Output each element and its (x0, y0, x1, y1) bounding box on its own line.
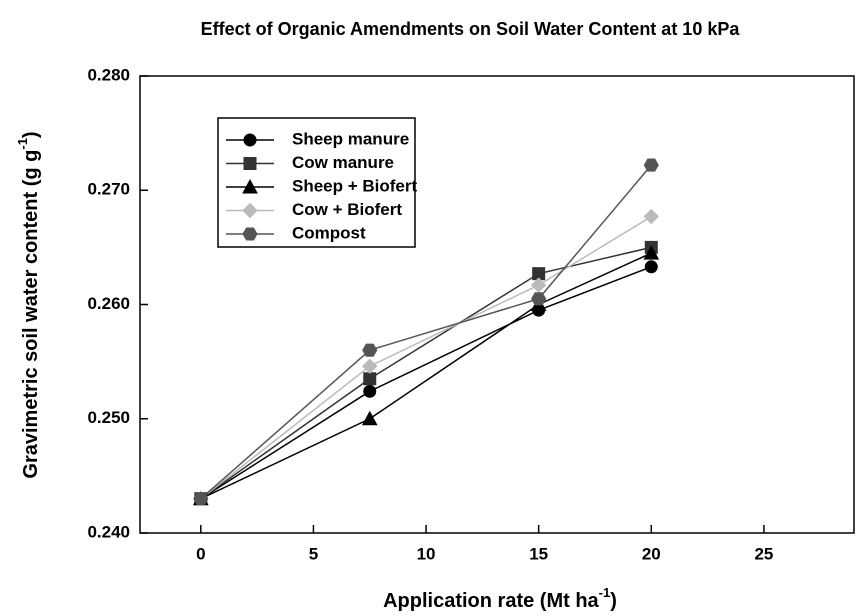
marker (242, 227, 258, 241)
marker (531, 292, 547, 306)
y-tick-label: 0.250 (87, 408, 130, 427)
y-label-text: Gravimetric soil water content (g g (20, 150, 42, 479)
y-tick-label: 0.240 (87, 522, 130, 541)
legend-label: Sheep + Biofert (292, 176, 418, 195)
marker (243, 133, 257, 147)
marker (643, 245, 660, 260)
x-label-end: ) (610, 590, 617, 612)
x-tick-label: 5 (309, 544, 318, 563)
marker (643, 158, 659, 172)
marker (362, 358, 378, 374)
legend-label: Cow + Biofert (292, 200, 402, 219)
marker (363, 372, 377, 386)
x-axis-label: Application rate (Mt ha-1) (383, 585, 617, 612)
series-line (200, 246, 652, 500)
marker (362, 343, 378, 357)
y-axis-label: Gravimetric soil water content (g g-1) (15, 131, 42, 478)
y-tick-label: 0.260 (87, 294, 130, 313)
series-line (200, 266, 652, 500)
chart-title: Effect of Organic Amendments on Soil Wat… (201, 19, 741, 39)
marker (530, 277, 547, 293)
marker (644, 260, 658, 274)
series-line (200, 164, 652, 500)
series-line (200, 252, 652, 500)
x-label-sup: -1 (599, 585, 611, 600)
legend-label: Compost (292, 223, 366, 242)
x-label-text: Application rate (Mt ha (383, 590, 599, 612)
legend-label: Cow manure (292, 153, 394, 172)
marker (361, 410, 378, 426)
marker (242, 202, 258, 219)
x-tick-label: 0 (196, 544, 205, 563)
marker (243, 157, 257, 170)
x-tick-label: 25 (754, 544, 773, 563)
y-label-sup: -1 (15, 138, 30, 150)
marker (643, 208, 659, 225)
marker (193, 492, 209, 506)
y-tick-label: 0.270 (87, 180, 130, 199)
series-line (200, 215, 652, 500)
marker (363, 384, 377, 398)
legend-label: Sheep manure (292, 129, 409, 148)
x-tick-label: 15 (529, 544, 548, 563)
x-tick-label: 10 (417, 544, 436, 563)
y-tick-label: 0.280 (87, 65, 130, 84)
x-tick-label: 20 (642, 544, 661, 563)
marker (242, 178, 258, 194)
y-label-end: ) (20, 131, 42, 138)
